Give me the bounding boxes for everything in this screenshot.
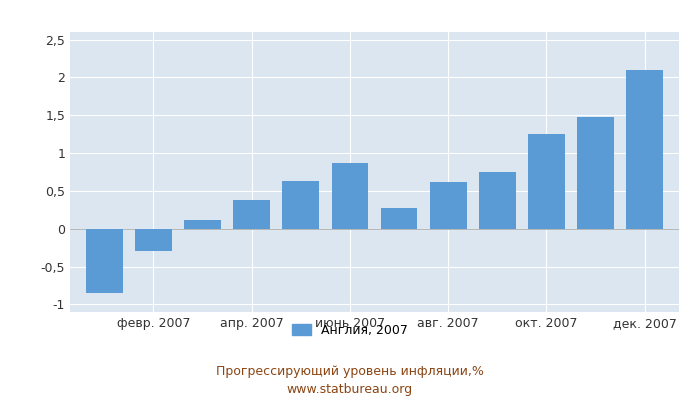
Bar: [528, 134, 565, 229]
Bar: [479, 172, 516, 229]
Bar: [430, 182, 467, 229]
Bar: [332, 163, 368, 229]
Legend: Англия, 2007: Англия, 2007: [287, 319, 413, 342]
Bar: [626, 70, 663, 229]
Bar: [282, 181, 319, 229]
Bar: [233, 200, 270, 229]
Text: www.statbureau.org: www.statbureau.org: [287, 384, 413, 396]
Bar: [135, 229, 172, 252]
Bar: [184, 220, 221, 229]
Bar: [381, 208, 417, 229]
Bar: [86, 229, 122, 293]
Text: Прогрессирующий уровень инфляции,%: Прогрессирующий уровень инфляции,%: [216, 366, 484, 378]
Bar: [577, 117, 614, 229]
